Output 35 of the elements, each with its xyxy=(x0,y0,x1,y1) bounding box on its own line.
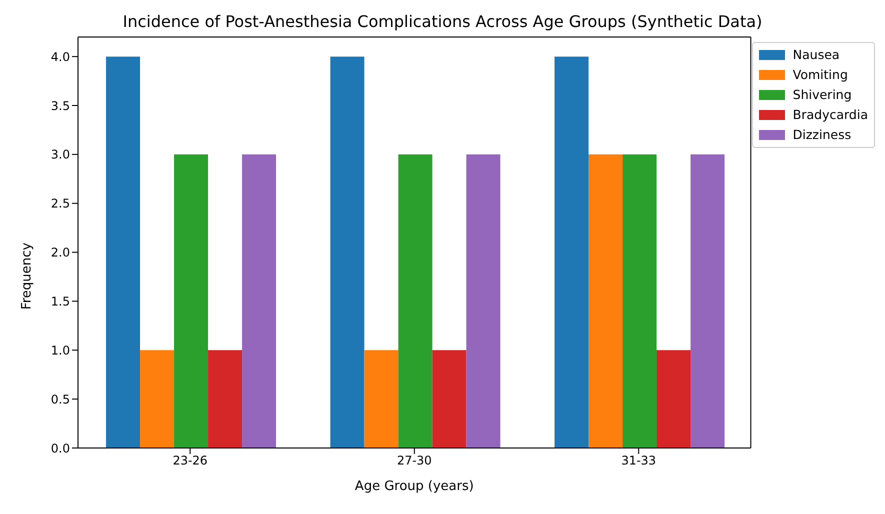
x-tick-label: 27-30 xyxy=(396,454,432,468)
legend-label: Bradycardia xyxy=(792,107,868,122)
bar xyxy=(174,154,208,448)
legend-label: Dizziness xyxy=(792,127,852,142)
x-tick-label: 23-26 xyxy=(172,454,208,468)
legend-label: Nausea xyxy=(792,47,840,62)
y-tick-label: 0.5 xyxy=(50,392,70,406)
bar xyxy=(622,154,657,448)
y-tick-label: 3.5 xyxy=(50,98,70,113)
y-tick-label: 2.0 xyxy=(50,246,70,260)
bar xyxy=(656,350,691,448)
y-axis-title: Frequency xyxy=(20,242,35,310)
bar xyxy=(554,56,589,448)
bar xyxy=(588,154,623,448)
x-tick-label: 31-33 xyxy=(621,454,656,468)
bar xyxy=(208,350,242,448)
y-tick-label: 0.0 xyxy=(50,441,70,456)
legend-label: Vomiting xyxy=(792,67,848,82)
bar xyxy=(466,154,500,448)
y-tick-label: 4.0 xyxy=(50,50,70,64)
legend-label: Shivering xyxy=(792,87,852,102)
bar xyxy=(690,154,725,448)
bar xyxy=(242,154,276,448)
y-tick-label: 1.5 xyxy=(50,294,70,308)
bar xyxy=(364,350,398,448)
bar xyxy=(106,56,140,448)
x-axis-title: Age Group (years) xyxy=(354,479,474,494)
bar xyxy=(330,56,364,448)
y-tick-label: 1.0 xyxy=(50,343,70,358)
bar xyxy=(140,350,174,448)
y-tick-label: 3.0 xyxy=(50,148,70,162)
y-tick-label: 2.5 xyxy=(50,196,70,211)
bar xyxy=(432,350,466,448)
bar xyxy=(398,154,432,448)
chart-title: Incidence of Post-Anesthesia Complications Across Age Groups (Synthetic Data) xyxy=(122,12,764,31)
